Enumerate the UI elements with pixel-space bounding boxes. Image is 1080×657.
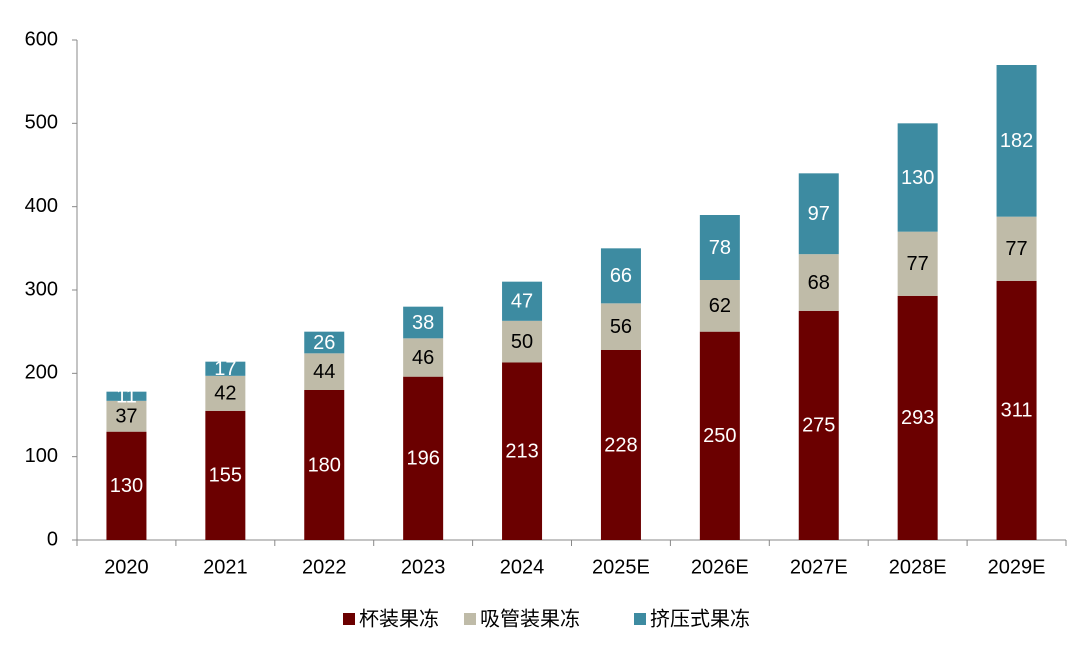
- y-tick-label: 0: [47, 528, 58, 550]
- y-tick-label: 600: [25, 28, 58, 50]
- data-label: 50: [511, 331, 533, 353]
- data-label: 293: [901, 407, 934, 429]
- data-label: 46: [412, 347, 434, 369]
- bar-segment: [304, 353, 345, 390]
- legend-swatch: [343, 613, 355, 625]
- bar-segment: [502, 362, 543, 540]
- bar-segment: [403, 338, 444, 377]
- data-label: 155: [209, 465, 242, 487]
- data-label: 77: [1005, 238, 1027, 260]
- data-label: 17: [214, 358, 236, 380]
- data-label: 97: [808, 203, 830, 225]
- x-tick-label: 2025E: [592, 556, 650, 578]
- bar-segment: [205, 375, 246, 411]
- data-label: 68: [808, 272, 830, 294]
- bar-segment: [699, 331, 740, 540]
- x-tick-label: 2021: [203, 556, 248, 578]
- bar-segment: [600, 248, 641, 304]
- bar-segment: [996, 65, 1037, 217]
- x-tick-label: 2020: [104, 556, 149, 578]
- data-label: 182: [1000, 130, 1033, 152]
- bar-segment: [106, 400, 147, 432]
- y-tick-label: 500: [25, 112, 58, 134]
- bar-segment: [205, 410, 246, 540]
- bar-segment: [205, 361, 246, 376]
- data-label: 38: [412, 312, 434, 334]
- data-label: 130: [901, 167, 934, 189]
- legend-label: 吸管装果冻: [480, 607, 580, 630]
- data-label: 311: [1001, 400, 1033, 422]
- data-label: 228: [604, 434, 637, 456]
- bar-segment: [502, 281, 543, 321]
- bar-segment: [996, 280, 1037, 540]
- data-label: 44: [313, 361, 335, 383]
- data-label: 213: [505, 441, 538, 463]
- bar-segment: [304, 390, 345, 540]
- data-label: 77: [907, 253, 929, 275]
- x-tick-label: 2026E: [691, 556, 749, 578]
- x-tick-label: 2023: [401, 556, 446, 578]
- legend-swatch: [464, 613, 476, 625]
- bar-segment: [106, 431, 147, 540]
- bar-segment: [798, 310, 839, 540]
- bar-segment: [699, 280, 740, 332]
- data-label: 42: [214, 383, 236, 405]
- bar-segment: [996, 216, 1037, 281]
- x-tick-label: 2022: [302, 556, 347, 578]
- bar-segment: [403, 376, 444, 540]
- data-label: 62: [709, 295, 731, 317]
- data-label: 11: [116, 386, 137, 408]
- data-label: 66: [610, 265, 632, 287]
- legend-swatch: [634, 613, 646, 625]
- data-label: 180: [308, 454, 341, 476]
- bar-segment: [502, 320, 543, 363]
- y-tick-label: 300: [25, 278, 58, 300]
- data-label: 78: [709, 237, 731, 259]
- legend-label: 挤压式果冻: [650, 607, 750, 630]
- bar-segment: [699, 215, 740, 280]
- bar-segment: [897, 231, 938, 296]
- y-tick-label: 100: [25, 445, 58, 467]
- y-tick-label: 200: [25, 362, 58, 384]
- data-label: 250: [703, 425, 736, 447]
- bar-segment: [106, 391, 147, 401]
- bar-segment: [600, 350, 641, 540]
- data-label: 37: [115, 406, 137, 428]
- bar-segment: [798, 173, 839, 255]
- data-label: 130: [110, 475, 143, 497]
- data-label: 196: [406, 448, 439, 470]
- data-label: 47: [511, 291, 533, 313]
- x-tick-label: 2028E: [889, 556, 947, 578]
- data-label: 275: [802, 415, 835, 437]
- data-label: 56: [610, 316, 632, 338]
- x-tick-label: 2024: [500, 556, 545, 578]
- data-label: 26: [313, 332, 335, 354]
- bar-segment: [600, 303, 641, 350]
- bar-segment: [403, 306, 444, 339]
- bar-segment: [798, 254, 839, 311]
- y-tick-label: 400: [25, 195, 58, 217]
- legend-label: 杯装果冻: [359, 607, 439, 630]
- bar-segment: [897, 295, 938, 540]
- bar-segment: [897, 123, 938, 232]
- x-tick-label: 2027E: [790, 556, 848, 578]
- bar-segment: [304, 331, 345, 354]
- x-tick-label: 2029E: [988, 556, 1046, 578]
